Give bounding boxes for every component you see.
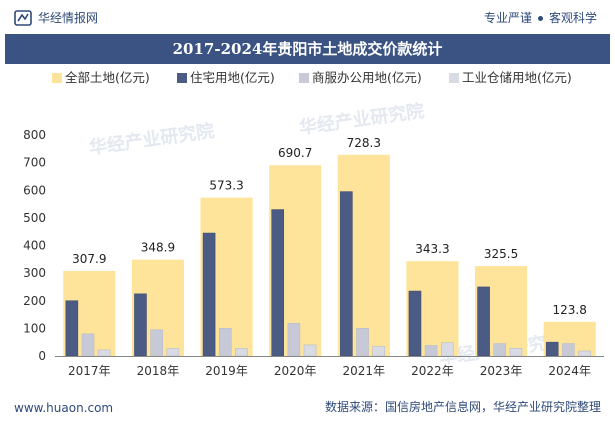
data-label-4: 728.3 <box>347 136 381 150</box>
y-tick-label-3: 300 <box>23 266 46 280</box>
data-label-2: 573.3 <box>209 179 243 193</box>
brand-name: 华经情报网 <box>38 11 99 25</box>
y-tick-label-2: 200 <box>23 294 46 308</box>
legend-label-2: 商服办公用地(亿元) <box>312 70 422 85</box>
bar-series3-3 <box>303 344 317 357</box>
x-tick-label-6: 2023年 <box>480 364 523 378</box>
data-label-5: 343.3 <box>415 242 449 256</box>
x-tick-label-0: 2017年 <box>68 364 111 378</box>
bar-series1-3 <box>271 209 285 357</box>
bar-series2-7 <box>562 343 575 357</box>
bar-series3-2 <box>235 348 248 357</box>
bar-series2-2 <box>218 328 232 357</box>
bar-series3-5 <box>441 342 454 357</box>
x-tick-label-5: 2022年 <box>411 364 454 378</box>
bar-series1-1 <box>134 293 147 357</box>
x-tick-label-3: 2020年 <box>274 364 317 378</box>
bar-series1-4 <box>340 191 353 357</box>
bar-series2-6 <box>493 343 507 357</box>
y-tick-label-5: 500 <box>23 211 46 225</box>
data-label-1: 348.9 <box>141 241 175 255</box>
x-tick-label-7: 2024年 <box>548 364 591 378</box>
bar-series2-4 <box>356 328 369 357</box>
x-tick-label-4: 2021年 <box>343 364 386 378</box>
y-tick-label-8: 800 <box>23 128 46 142</box>
data-label-0: 307.9 <box>72 252 106 266</box>
bar-series1-0 <box>65 300 79 357</box>
watermark-1: 华经产业研究院 <box>298 100 426 139</box>
y-tick-label-6: 600 <box>23 183 46 197</box>
legend-label-0: 全部土地(亿元) <box>65 70 150 85</box>
bar-series2-5 <box>424 345 438 357</box>
bar-series3-7 <box>578 350 591 357</box>
legend-swatch-1 <box>177 73 187 83</box>
tagline-dot-icon <box>537 16 543 21</box>
y-tick-label-7: 700 <box>23 156 46 170</box>
legend-swatch-2 <box>299 73 309 83</box>
data-label-6: 325.5 <box>484 247 518 261</box>
tagline: 专业严谨 客观科学 <box>484 9 597 26</box>
legend-label-1: 住宅用地(亿元) <box>190 70 275 85</box>
bar-series2-3 <box>287 323 301 357</box>
footer-source: 数据来源：国信房地产信息网，华经产业研究院整理 <box>324 400 601 414</box>
bar-series3-6 <box>509 347 523 357</box>
legend-swatch-3 <box>449 73 459 83</box>
y-tick-label-0: 0 <box>38 349 46 363</box>
y-tick-label-1: 100 <box>23 321 46 335</box>
data-label-7: 123.8 <box>553 303 587 317</box>
bar-series1-2 <box>202 232 216 357</box>
bar-series1-7 <box>545 341 559 357</box>
footer-url: www.huaon.com <box>14 401 114 415</box>
bar-series2-0 <box>81 333 95 357</box>
bar-series2-1 <box>150 329 163 357</box>
y-tick-label-4: 400 <box>23 239 46 253</box>
bar-series3-4 <box>372 346 385 357</box>
legend-swatch-0 <box>52 73 62 83</box>
data-label-3: 690.7 <box>278 146 312 160</box>
x-tick-label-2: 2019年 <box>205 364 248 378</box>
top-bar: 华经情报网 专业严谨 客观科学 <box>0 0 615 34</box>
chart-title: 2017-2024年贵阳市土地成交价款统计 <box>5 34 610 64</box>
legend-label-3: 工业仓储用地(亿元) <box>462 70 572 85</box>
tagline-right: 客观科学 <box>548 11 597 25</box>
bar-series3-0 <box>97 349 111 357</box>
tagline-left: 专业严谨 <box>483 11 532 25</box>
bar-series3-1 <box>166 348 180 357</box>
bar-chart: 华经产业研究院华经产业研究院华经产业研究院全部土地(亿元)住宅用地(亿元)商服办… <box>23 70 604 378</box>
x-tick-label-1: 2018年 <box>137 364 180 378</box>
watermark-0: 华经产业研究院 <box>88 120 216 159</box>
bar-series1-5 <box>408 290 422 357</box>
brand: 华经情报网 <box>14 9 98 26</box>
brand-logo-icon <box>14 9 32 26</box>
bar-series1-6 <box>477 286 490 357</box>
